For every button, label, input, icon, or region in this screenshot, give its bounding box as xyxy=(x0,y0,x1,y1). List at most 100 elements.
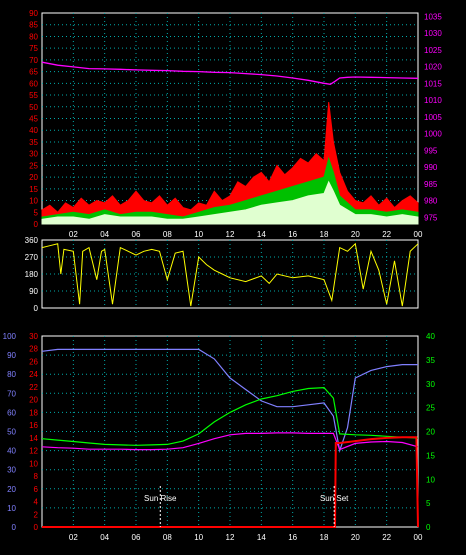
temperature-series xyxy=(41,386,419,446)
pressure-y-tick-label: 1010 xyxy=(424,96,442,105)
direction-y-tick-label: 180 xyxy=(25,270,39,279)
rain-y-tick-label: 4 xyxy=(34,498,39,507)
wind-panel-x-tick-label: 20 xyxy=(351,230,360,239)
rain-y-tick-label: 0 xyxy=(34,523,39,532)
temperature-y-tick-label: 25 xyxy=(426,404,435,413)
rain-y-tick-label: 14 xyxy=(29,434,38,443)
direction-y-tick-label: 90 xyxy=(29,287,38,296)
rain-series xyxy=(42,436,419,528)
chart-main-title: 24 hora muestrada, 10 Septiembre 2020 xyxy=(172,0,370,12)
humidity-y-tick-label: 40 xyxy=(7,447,16,456)
rain-y-tick-label: 6 xyxy=(34,485,39,494)
rain-y-tick-label: 16 xyxy=(29,421,38,430)
rain-y-tick-label: 2 xyxy=(34,510,39,519)
direction-y-tick-label: 360 xyxy=(25,236,39,245)
wind-y-tick-label: 45 xyxy=(29,115,38,124)
wind-panel-x-tick-label: 12 xyxy=(226,230,235,239)
climate-panel-x-tick-label: 02 xyxy=(69,533,78,542)
pressure-y-tick-label: 1030 xyxy=(424,29,442,38)
humidity-axis-title: Humedad xyxy=(66,321,114,333)
wind-y-tick-label: 10 xyxy=(29,197,38,206)
pressure-y-tick-label: 985 xyxy=(424,180,438,189)
wind-panel-x-tick-label: 16 xyxy=(288,230,297,239)
wind-panel-x-tick-label: 08 xyxy=(163,230,172,239)
wind-y-tick-label: 30 xyxy=(29,150,38,159)
dewpoint-series xyxy=(41,432,419,451)
wind-panel-x-tick-label: 14 xyxy=(257,230,266,239)
temperature-y-tick-label: 5 xyxy=(426,499,431,508)
pressure-y-tick-label: 995 xyxy=(424,146,438,155)
temperature-y-tick-label: 35 xyxy=(426,356,435,365)
wind-y-tick-label: 80 xyxy=(29,32,38,41)
humidity-y-tick-label: 30 xyxy=(7,466,16,475)
rain-y-tick-label: 10 xyxy=(29,459,38,468)
wind-panel-x-tick-label: 22 xyxy=(382,230,391,239)
dewpoint-axis-title: Punto rocío xyxy=(392,321,449,333)
pressure-y-tick-label: 1005 xyxy=(424,113,442,122)
wind-direction-series xyxy=(41,242,419,307)
wind-y-tick-label: 20 xyxy=(29,173,38,182)
wind-y-tick-label: 75 xyxy=(29,44,38,53)
pressure-y-tick-label: 990 xyxy=(424,163,438,172)
humidity-y-tick-label: 80 xyxy=(7,370,16,379)
pressure-y-tick-label: 1035 xyxy=(424,12,442,21)
climate-panel-x-tick-label: 00 xyxy=(414,533,423,542)
wind-panel-x-tick-label: 04 xyxy=(100,230,109,239)
wind-y-tick-label: 40 xyxy=(29,126,38,135)
pressure-y-tick-label: 1025 xyxy=(424,46,442,55)
humidity-y-tick-label: 20 xyxy=(7,485,16,494)
climate-panel-x-tick-label: 22 xyxy=(382,533,391,542)
rain-y-tick-label: 18 xyxy=(29,408,38,417)
direction-label-e: E xyxy=(434,282,442,294)
rain-y-tick-label: 20 xyxy=(29,396,38,405)
humidity-y-tick-label: 70 xyxy=(7,389,16,398)
wind-panel-x-tick-label: 10 xyxy=(194,230,203,239)
temperature-y-tick-label: 30 xyxy=(426,380,435,389)
temperature-y-tick-label: 0 xyxy=(426,523,431,532)
direction-label-n-top: N xyxy=(434,240,442,252)
climate-panel-x-tick-label: 08 xyxy=(163,533,172,542)
climate-panel-x-tick-label: 10 xyxy=(194,533,203,542)
wind-panel-x-tick-label: 00 xyxy=(414,230,423,239)
rain-y-tick-label: 12 xyxy=(29,447,38,456)
climate-panel-x-tick-label: 18 xyxy=(320,533,329,542)
wind-y-tick-label: 55 xyxy=(29,91,38,100)
wind-y-tick-label: 35 xyxy=(29,138,38,147)
wind-panel-x-tick-label: 18 xyxy=(320,230,329,239)
temperature-y-tick-label: 40 xyxy=(426,332,435,341)
climate-panel-x-tick-label: 14 xyxy=(257,533,266,542)
wind-y-tick-label: 25 xyxy=(29,161,38,170)
wind-speed-title: Velocidad viento xyxy=(36,0,117,12)
climate-panel-x-tick-label: 20 xyxy=(351,533,360,542)
rain-axis-title: Lluvia xyxy=(2,321,31,333)
rain-y-tick-label: 8 xyxy=(34,472,39,481)
direction-label-w: W xyxy=(434,254,445,266)
pressure-title: Presión xyxy=(372,0,410,12)
sunrise-label: Sun Rise xyxy=(144,494,177,503)
wind-y-tick-label: 90 xyxy=(29,9,38,18)
rain-y-tick-label: 26 xyxy=(29,357,38,366)
direction-label-s: S xyxy=(434,268,442,280)
wind-y-tick-label: 85 xyxy=(29,21,38,30)
climate-panel-x-tick-label: 06 xyxy=(132,533,141,542)
wind-panel-x-tick-label: 06 xyxy=(132,230,141,239)
pressure-y-tick-label: 975 xyxy=(424,213,438,222)
pressure-y-tick-label: 1015 xyxy=(424,79,442,88)
wind-y-tick-label: 65 xyxy=(29,68,38,77)
humidity-y-tick-label: 0 xyxy=(12,523,17,532)
temperature-y-tick-label: 15 xyxy=(426,451,435,460)
climate-panel-x-tick-label: 12 xyxy=(226,533,235,542)
rain-y-tick-label: 22 xyxy=(29,383,38,392)
pressure-y-tick-label: 1000 xyxy=(424,130,442,139)
wind-panel-x-tick-label: 02 xyxy=(69,230,78,239)
rain-y-tick-label: 24 xyxy=(29,370,38,379)
wind-y-tick-label: 60 xyxy=(29,79,38,88)
humidity-y-tick-label: 60 xyxy=(7,408,16,417)
wind-y-tick-label: 0 xyxy=(34,220,39,229)
temperature-y-tick-label: 10 xyxy=(426,475,435,484)
direction-label-n-bottom: N xyxy=(434,296,442,308)
sunset-label: Sun Set xyxy=(320,494,349,503)
humidity-y-tick-label: 10 xyxy=(7,504,16,513)
